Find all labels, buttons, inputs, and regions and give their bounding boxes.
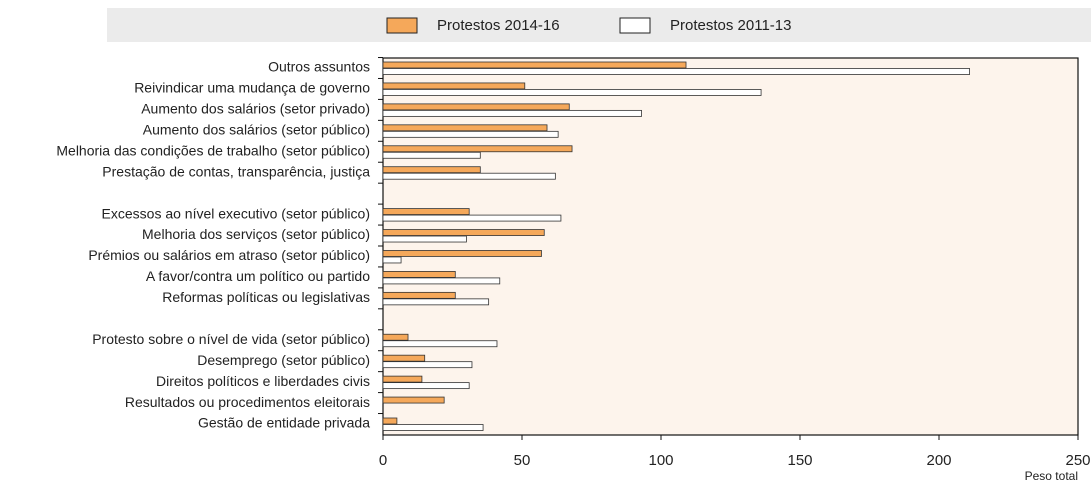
bar	[382, 214, 562, 222]
y-tick-label: Protesto sobre o nível de vida (setor pú…	[92, 331, 370, 347]
y-tick-label: Desemprego (setor público)	[197, 352, 370, 368]
bar	[382, 103, 570, 111]
x-tick-label: 150	[787, 452, 812, 469]
bar	[382, 145, 573, 153]
legend-band	[107, 8, 1091, 42]
bar	[382, 256, 402, 264]
y-tick-label: A favor/contra um político ou partido	[146, 268, 370, 284]
bar	[382, 68, 970, 75]
bar	[382, 172, 556, 180]
bar	[382, 61, 687, 69]
bar	[382, 375, 423, 383]
y-tick-label: Prestação de contas, transparência, just…	[102, 163, 370, 179]
bar	[382, 382, 470, 390]
bar	[382, 298, 490, 306]
x-tick-label: 0	[379, 452, 387, 469]
legend-swatch	[386, 17, 418, 34]
y-tick-label: Melhoria dos serviços (setor público)	[142, 226, 370, 242]
y-tick-label: Excessos ao nível executivo (setor públi…	[102, 205, 370, 221]
bar	[382, 271, 456, 278]
x-tick-label: 200	[926, 452, 951, 469]
bar	[382, 396, 445, 404]
plot-area	[382, 57, 1079, 436]
bar	[382, 424, 484, 431]
bar	[382, 354, 426, 362]
bar	[382, 124, 548, 132]
legend-label: Protestos 2011-13	[670, 17, 791, 34]
bar	[382, 89, 762, 96]
y-tick-label: Resultados ou procedimentos eleitorais	[125, 394, 370, 410]
x-tick-label: 50	[514, 452, 531, 469]
bar	[382, 151, 481, 159]
bar	[382, 208, 470, 215]
bar	[382, 417, 398, 425]
y-tick-label: Aumento dos salários (setor privado)	[141, 101, 370, 117]
y-tick-label: Reivindicar uma mudança de governo	[134, 80, 370, 96]
y-tick-label: Reformas políticas ou legislativas	[162, 289, 370, 305]
y-tick-label: Direitos políticos e liberdades civis	[156, 373, 370, 389]
bar	[382, 235, 467, 243]
bar	[382, 229, 545, 236]
bar	[382, 277, 501, 285]
bar	[382, 82, 526, 90]
bar	[382, 333, 409, 341]
y-tick-label: Gestão de entidade privada	[198, 415, 370, 431]
y-tick-label: Melhoria das condições de trabalho (seto…	[56, 142, 370, 158]
y-tick-label: Outros assuntos	[268, 59, 370, 75]
bar	[382, 361, 473, 369]
bar	[382, 109, 642, 117]
legend-label: Protestos 2014-16	[437, 17, 560, 34]
x-tick-label: 100	[648, 452, 673, 469]
bar	[382, 291, 456, 299]
y-tick-label: Prémios ou salários em atraso (setor púb…	[88, 247, 370, 263]
bar	[382, 250, 542, 257]
bar	[382, 166, 481, 174]
x-axis-label: Peso total	[1025, 469, 1078, 483]
bar	[382, 130, 559, 138]
y-tick-label: Aumento dos salários (setor público)	[143, 122, 370, 138]
x-tick-label: 250	[1065, 452, 1090, 469]
legend-swatch	[619, 17, 651, 34]
bar	[382, 340, 498, 348]
